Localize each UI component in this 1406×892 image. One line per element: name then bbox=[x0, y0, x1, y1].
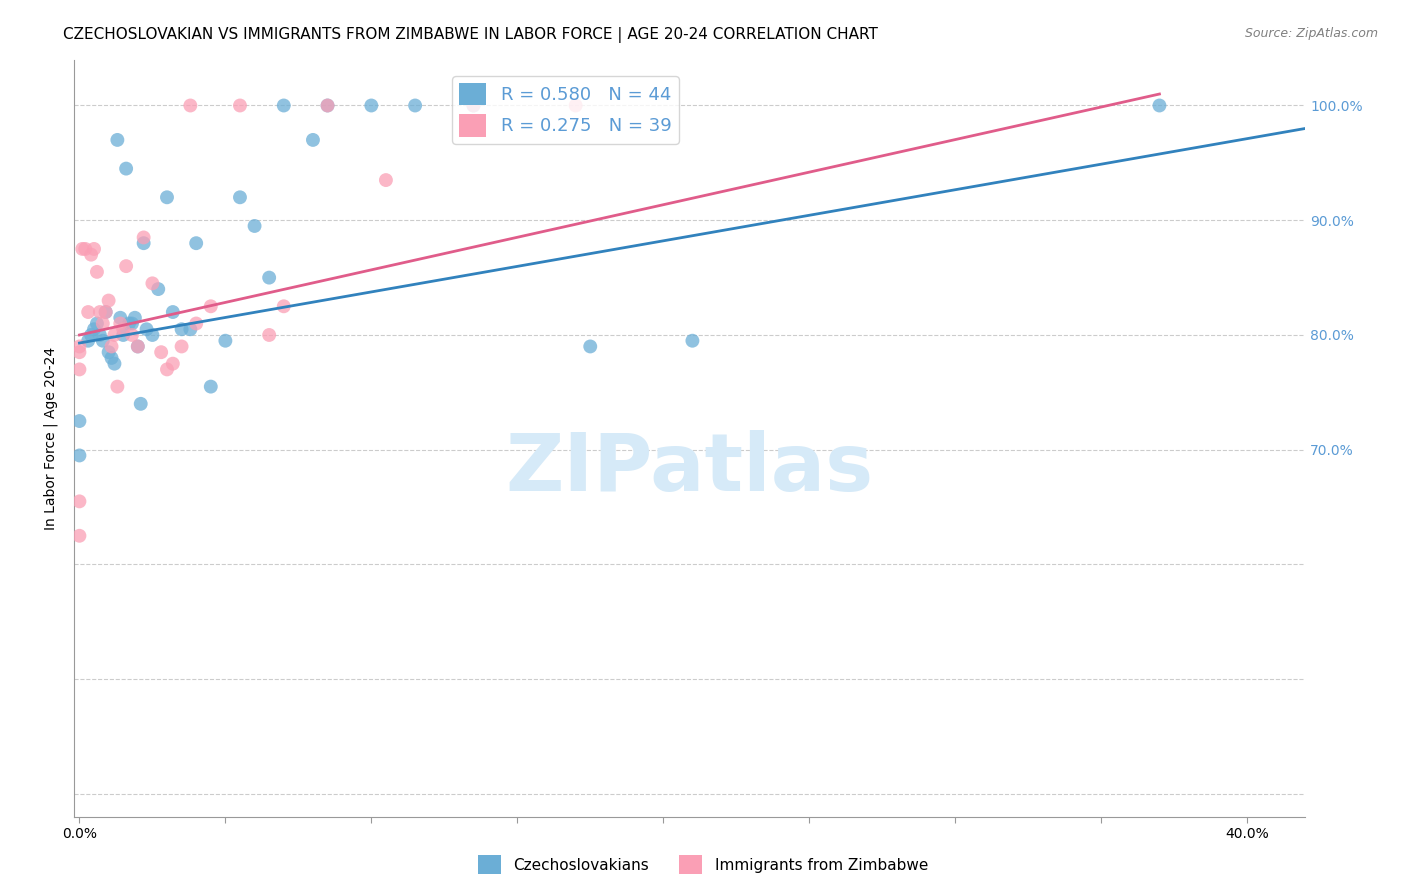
Point bbox=[67, 449, 90, 463]
Y-axis label: In Labor Force | Age 20-24: In Labor Force | Age 20-24 bbox=[44, 347, 58, 530]
Point bbox=[80, 247, 103, 261]
Point bbox=[214, 334, 236, 348]
Legend: R = 0.580   N = 44, R = 0.275   N = 39: R = 0.580 N = 44, R = 0.275 N = 39 bbox=[453, 76, 679, 144]
Point bbox=[67, 414, 90, 428]
Point bbox=[162, 305, 184, 319]
Point bbox=[150, 345, 173, 359]
Point bbox=[94, 305, 117, 319]
Point bbox=[86, 317, 108, 331]
Point bbox=[463, 98, 485, 112]
Point bbox=[80, 328, 103, 343]
Point bbox=[100, 351, 122, 365]
Point bbox=[67, 339, 90, 353]
Point bbox=[97, 293, 120, 308]
Point bbox=[115, 161, 138, 176]
Point bbox=[110, 310, 132, 325]
Point bbox=[103, 328, 125, 343]
Point bbox=[302, 133, 325, 147]
Point bbox=[91, 334, 114, 348]
Point bbox=[129, 397, 152, 411]
Point bbox=[148, 282, 170, 296]
Text: ZIPatlas: ZIPatlas bbox=[505, 430, 873, 508]
Point bbox=[110, 317, 132, 331]
Point bbox=[257, 270, 280, 285]
Point bbox=[156, 190, 179, 204]
Point bbox=[360, 98, 382, 112]
Point bbox=[179, 98, 201, 112]
Point bbox=[681, 334, 703, 348]
Point bbox=[243, 219, 266, 233]
Point bbox=[100, 339, 122, 353]
Point bbox=[97, 345, 120, 359]
Point bbox=[67, 345, 90, 359]
Point bbox=[89, 305, 111, 319]
Point bbox=[86, 265, 108, 279]
Point bbox=[67, 529, 90, 543]
Point bbox=[115, 259, 138, 273]
Point bbox=[103, 357, 125, 371]
Point bbox=[179, 322, 201, 336]
Point bbox=[374, 173, 396, 187]
Point bbox=[579, 339, 602, 353]
Point bbox=[156, 362, 179, 376]
Text: Source: ZipAtlas.com: Source: ZipAtlas.com bbox=[1244, 27, 1378, 40]
Point bbox=[404, 98, 426, 112]
Point bbox=[67, 362, 90, 376]
Point bbox=[186, 236, 208, 251]
Point bbox=[1149, 98, 1171, 112]
Point bbox=[132, 230, 155, 244]
Point bbox=[105, 379, 128, 393]
Point bbox=[200, 379, 222, 393]
Point bbox=[141, 277, 163, 291]
Point bbox=[118, 317, 141, 331]
Point bbox=[316, 98, 339, 112]
Point bbox=[105, 133, 128, 147]
Point bbox=[124, 310, 146, 325]
Point bbox=[132, 236, 155, 251]
Point bbox=[170, 339, 193, 353]
Point bbox=[186, 317, 208, 331]
Point bbox=[170, 322, 193, 336]
Point bbox=[257, 328, 280, 343]
Point bbox=[127, 339, 149, 353]
Point bbox=[564, 98, 586, 112]
Point bbox=[75, 242, 97, 256]
Point bbox=[91, 317, 114, 331]
Point bbox=[463, 98, 485, 112]
Point bbox=[273, 299, 295, 313]
Point bbox=[94, 305, 117, 319]
Point bbox=[77, 334, 100, 348]
Point bbox=[77, 305, 100, 319]
Point bbox=[121, 317, 143, 331]
Point bbox=[83, 242, 105, 256]
Point bbox=[83, 322, 105, 336]
Point bbox=[273, 98, 295, 112]
Point bbox=[229, 190, 252, 204]
Point bbox=[141, 328, 163, 343]
Point bbox=[162, 357, 184, 371]
Point bbox=[229, 98, 252, 112]
Legend: Czechoslovakians, Immigrants from Zimbabwe: Czechoslovakians, Immigrants from Zimbab… bbox=[472, 849, 934, 880]
Point bbox=[112, 328, 135, 343]
Point bbox=[72, 242, 94, 256]
Point bbox=[89, 328, 111, 343]
Point bbox=[112, 322, 135, 336]
Point bbox=[200, 299, 222, 313]
Text: CZECHOSLOVAKIAN VS IMMIGRANTS FROM ZIMBABWE IN LABOR FORCE | AGE 20-24 CORRELATI: CZECHOSLOVAKIAN VS IMMIGRANTS FROM ZIMBA… bbox=[63, 27, 879, 43]
Point bbox=[127, 339, 149, 353]
Point bbox=[67, 494, 90, 508]
Point bbox=[121, 328, 143, 343]
Point bbox=[316, 98, 339, 112]
Point bbox=[135, 322, 157, 336]
